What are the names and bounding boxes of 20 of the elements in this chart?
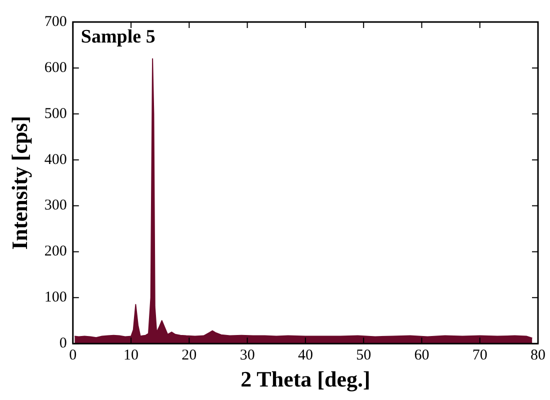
y-axis-title: Intensity [cps] xyxy=(6,116,32,250)
y-tick-label: 100 xyxy=(44,290,67,306)
x-tick-label: 20 xyxy=(182,348,197,364)
y-tick-label: 200 xyxy=(44,244,67,260)
y-tick-label: 0 xyxy=(59,336,67,352)
y-tick-label: 300 xyxy=(44,198,67,214)
x-tick-label: 70 xyxy=(472,348,488,364)
x-tick-label: 10 xyxy=(124,348,139,364)
y-tick-label: 400 xyxy=(44,152,67,168)
y-tick-label: 600 xyxy=(44,60,67,76)
annotation: Sample 5 xyxy=(80,26,156,48)
x-tick-label: 80 xyxy=(530,348,546,364)
x-tick-label: 50 xyxy=(356,348,372,364)
y-tick-label: 500 xyxy=(44,106,67,122)
x-tick-label: 30 xyxy=(240,348,255,364)
x-axis-title: 2 Theta [deg.] xyxy=(240,366,370,392)
x-tick-label: 40 xyxy=(298,348,313,364)
x-tick-label: 60 xyxy=(414,348,430,364)
y-tick-label: 700 xyxy=(44,14,67,30)
x-tick-label: 0 xyxy=(69,348,77,364)
